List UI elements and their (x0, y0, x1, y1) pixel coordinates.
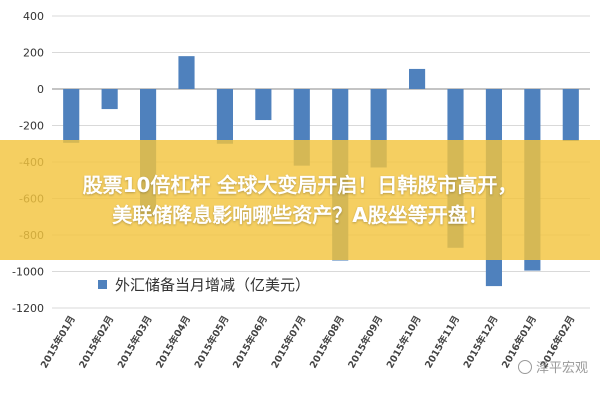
x-tick-label: 2015年08月 (307, 314, 347, 371)
x-tick-label: 2015年12月 (461, 314, 501, 371)
bar (178, 56, 195, 89)
x-tick-label: 2015年02月 (77, 314, 117, 371)
watermark-text: 泽平宏观 (535, 361, 588, 376)
legend: 外汇储备当月增减（亿美元） (92, 272, 317, 296)
y-tick-label: 400 (23, 10, 44, 23)
headline-line-1: 股票10倍杠杆 全球大变局开启！日韩股市高开， (82, 173, 518, 197)
bar (409, 68, 426, 89)
x-tick-label: 2015年04月 (153, 314, 193, 371)
x-tick-label: 2015年10月 (384, 314, 424, 371)
watermark: 泽平宏观 (517, 357, 588, 376)
x-tick-label: 2015年06月 (230, 314, 270, 371)
y-tick-label: -1000 (12, 266, 44, 279)
y-tick-label: 0 (37, 83, 44, 96)
bar (101, 89, 118, 110)
x-tick-label: 2015年09月 (346, 314, 386, 371)
y-tick-label: 200 (23, 47, 44, 60)
y-tick-label: -200 (19, 120, 44, 133)
watermark-logo-icon (517, 359, 532, 374)
x-axis: 2015年01月 2015年02月 2015年03月 2015年04月 2015年05月… (38, 314, 577, 371)
x-tick-label: 2015年07月 (269, 314, 309, 371)
x-tick-label: 2015年05月 (192, 314, 232, 371)
bar (562, 89, 579, 142)
headline-line-2: 美联储降息影响哪些资产？A股坐等开盘！ (112, 203, 488, 227)
x-tick-label: 2015年01月 (38, 314, 78, 371)
y-tick-label: -1200 (12, 302, 44, 315)
x-tick-label: 2015年11月 (422, 314, 462, 371)
legend-label: 外汇储备当月增减（亿美元） (115, 275, 311, 294)
bar (216, 89, 233, 144)
bar (63, 89, 80, 143)
headline-banner[interactable]: 股票10倍杠杆 全球大变局开启！日韩股市高开， 美联储降息影响哪些资产？A股坐等… (0, 140, 600, 260)
bar (255, 89, 272, 121)
x-tick-label: 2015年03月 (115, 314, 155, 371)
legend-swatch (98, 279, 107, 289)
